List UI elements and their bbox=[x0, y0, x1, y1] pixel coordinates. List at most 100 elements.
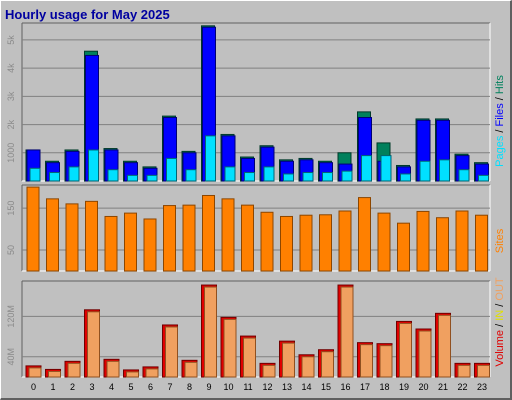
x-tick-label-12: 12 bbox=[262, 382, 272, 392]
bar-sites-3 bbox=[85, 200, 98, 272]
x-tick-label-18: 18 bbox=[379, 382, 389, 392]
legend-volume-in-out-item: Volume bbox=[494, 330, 506, 367]
legend-volume-in-out-item: / bbox=[494, 321, 506, 330]
x-tick-label-9: 9 bbox=[206, 382, 211, 392]
bar-sites-12 bbox=[260, 211, 274, 272]
legend-volume-in-out-item: OUT bbox=[494, 277, 506, 301]
volume-panel-tick-label: 120M bbox=[6, 305, 16, 328]
bar-sites-0 bbox=[26, 186, 40, 272]
x-tick-label-23: 23 bbox=[477, 382, 487, 392]
bar-volume-out-15 bbox=[321, 351, 334, 378]
x-tick-label-5: 5 bbox=[128, 382, 133, 392]
bar-pages-20 bbox=[419, 160, 431, 182]
bar-volume-out-10 bbox=[223, 318, 237, 378]
bar-volume-out-19 bbox=[399, 322, 412, 378]
legend-sites: Sites bbox=[494, 228, 506, 253]
usage-panel-background bbox=[22, 23, 490, 181]
x-tick-label-22: 22 bbox=[457, 382, 467, 392]
bar-sites-2 bbox=[65, 203, 79, 272]
x-tick-label-6: 6 bbox=[148, 382, 153, 392]
x-tick-label-0: 0 bbox=[31, 382, 36, 392]
bar-volume-out-11 bbox=[243, 337, 256, 378]
bar-sites-6 bbox=[143, 218, 157, 272]
bar-pages-11 bbox=[244, 172, 255, 182]
bar-pages-3 bbox=[88, 149, 99, 182]
legend-pages-files-hits-item: / bbox=[494, 94, 506, 103]
bar-volume-out-21 bbox=[438, 314, 451, 378]
bar-pages-22 bbox=[458, 169, 470, 182]
x-tick-label-10: 10 bbox=[223, 382, 233, 392]
bar-volume-out-12 bbox=[262, 364, 276, 378]
x-tick-label-20: 20 bbox=[418, 382, 428, 392]
sites-panel-tick-label: 50 bbox=[6, 245, 16, 255]
x-tick-label-13: 13 bbox=[282, 382, 292, 392]
bar-pages-5 bbox=[127, 174, 138, 182]
bar-volume-out-18 bbox=[379, 345, 393, 378]
chart-title: Hourly usage for May 2025 bbox=[5, 7, 170, 22]
bar-sites-1 bbox=[46, 198, 59, 272]
bar-sites-9 bbox=[202, 194, 215, 272]
bar-volume-out-9 bbox=[204, 286, 217, 378]
bar-pages-19 bbox=[400, 173, 411, 182]
bar-pages-17 bbox=[361, 155, 372, 182]
volume-panel-tick-label: 40M bbox=[6, 348, 16, 366]
bar-sites-13 bbox=[280, 215, 293, 272]
bar-volume-out-5 bbox=[126, 371, 139, 378]
usage-panel-tick-label: 4k bbox=[6, 63, 16, 73]
bar-volume-out-6 bbox=[145, 368, 159, 378]
bar-pages-18 bbox=[380, 155, 392, 182]
x-tick-label-8: 8 bbox=[187, 382, 192, 392]
bar-volume-out-20 bbox=[418, 330, 432, 378]
bar-sites-15 bbox=[319, 214, 332, 272]
bar-sites-8 bbox=[182, 204, 196, 272]
bar-pages-9 bbox=[205, 135, 216, 182]
bar-sites-18 bbox=[377, 212, 391, 272]
x-tick-label-2: 2 bbox=[70, 382, 75, 392]
usage-panel-tick-label: 5k bbox=[6, 35, 16, 45]
bar-sites-23 bbox=[475, 214, 488, 272]
bar-sites-21 bbox=[436, 217, 449, 272]
x-tick-label-1: 1 bbox=[50, 382, 55, 392]
x-tick-label-19: 19 bbox=[399, 382, 409, 392]
bar-volume-out-3 bbox=[87, 311, 100, 378]
bar-volume-out-14 bbox=[301, 356, 315, 378]
bar-pages-8 bbox=[185, 169, 197, 182]
bar-sites-11 bbox=[241, 204, 254, 272]
bar-sites-22 bbox=[455, 210, 469, 272]
usage-panel-tick-label: 3k bbox=[6, 91, 16, 101]
usage-panel-tick-label: 2k bbox=[6, 119, 16, 129]
bar-sites-20 bbox=[416, 210, 430, 272]
bar-volume-out-13 bbox=[282, 342, 295, 378]
bar-sites-19 bbox=[397, 222, 410, 272]
x-tick-label-4: 4 bbox=[109, 382, 114, 392]
bar-volume-out-4 bbox=[106, 360, 120, 378]
bar-pages-12 bbox=[263, 166, 275, 182]
bar-pages-1 bbox=[49, 172, 60, 182]
bar-pages-16 bbox=[341, 170, 353, 182]
legend-pages-files-hits-item: Hits bbox=[494, 75, 506, 94]
bar-volume-out-0 bbox=[28, 367, 42, 378]
bar-volume-out-7 bbox=[165, 326, 178, 378]
bar-pages-6 bbox=[146, 174, 158, 182]
bar-volume-out-16 bbox=[340, 286, 354, 378]
legend-pages-files-hits-item: / bbox=[494, 126, 506, 135]
bar-volume-out-2 bbox=[67, 362, 81, 378]
legend-pages-files-hits-item: Files bbox=[494, 103, 506, 127]
x-tick-label-15: 15 bbox=[321, 382, 331, 392]
bar-sites-10 bbox=[221, 198, 235, 272]
sites-panel-tick-label: 150 bbox=[6, 201, 16, 216]
bar-pages-15 bbox=[322, 172, 333, 182]
bar-sites-16 bbox=[338, 210, 352, 272]
bar-volume-out-1 bbox=[48, 370, 61, 378]
bar-volume-out-23 bbox=[477, 364, 490, 378]
bar-sites-14 bbox=[299, 214, 313, 272]
x-tick-label-7: 7 bbox=[167, 382, 172, 392]
bar-sites-5 bbox=[124, 212, 137, 272]
sites-panel-background bbox=[22, 185, 490, 271]
bar-pages-21 bbox=[439, 159, 450, 182]
x-tick-label-17: 17 bbox=[360, 382, 370, 392]
usage-panel-tick-label: 1000 bbox=[6, 143, 16, 163]
bar-sites-4 bbox=[104, 215, 118, 272]
x-tick-label-11: 11 bbox=[243, 382, 252, 392]
